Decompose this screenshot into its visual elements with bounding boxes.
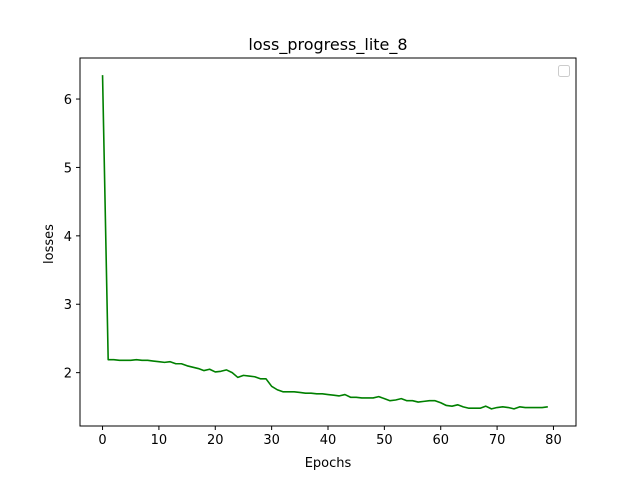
x-tick-label: 40 [320, 433, 337, 448]
x-tick-label: 10 [151, 433, 168, 448]
x-tick-label: 30 [263, 433, 280, 448]
x-tick-label: 0 [98, 433, 106, 448]
y-tick-label: 5 [64, 161, 72, 176]
x-tick-label: 20 [207, 433, 224, 448]
y-tick-label: 4 [64, 230, 72, 245]
x-tick-label: 50 [376, 433, 393, 448]
y-axis-label: losses [42, 224, 57, 264]
y-tick-label: 2 [64, 367, 72, 382]
x-tick-label: 60 [432, 433, 449, 448]
y-tick-label: 6 [64, 93, 72, 108]
x-axis-label: Epochs [305, 456, 352, 471]
plot-frame [79, 57, 577, 427]
series-line-0 [101, 75, 548, 410]
y-tick-label: 3 [64, 298, 72, 313]
x-axis-ticks: 0 10 20 30 40 50 60 70 80 [98, 426, 562, 448]
x-tick-label: 70 [489, 433, 506, 448]
legend-box [558, 65, 570, 77]
y-axis-ticks: 2 3 4 5 6 [64, 93, 80, 382]
chart-title: loss_progress_lite_8 [248, 35, 407, 55]
x-tick-label: 80 [545, 433, 562, 448]
plot-area [101, 75, 548, 410]
